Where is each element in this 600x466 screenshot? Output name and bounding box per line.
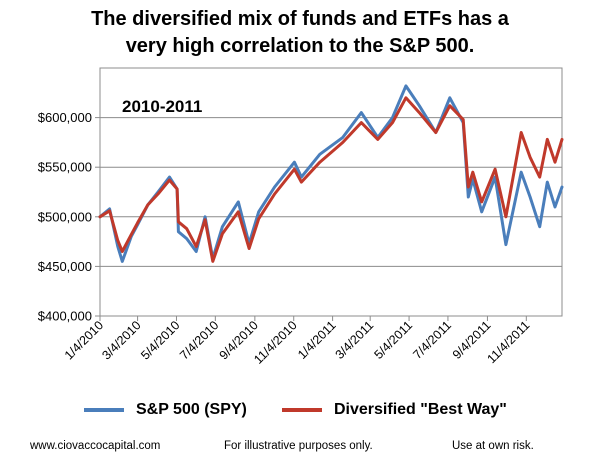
y-axis-ticks: $400,000 $450,000 $500,000 $550,000 $600,000	[38, 110, 100, 324]
x-axis-ticks: 1/4/20103/4/20105/4/20107/4/20109/4/2010…	[62, 316, 533, 367]
gridlines	[100, 117, 562, 267]
legend-item-spy: S&P 500 (SPY)	[84, 398, 247, 422]
x-tick-label: 7/4/2010	[177, 318, 221, 362]
x-tick-label: 11/4/2011	[485, 318, 533, 366]
chart-annotation: 2010-2011	[122, 97, 202, 116]
chart-title: The diversified mix of funds and ETFs ha…	[0, 6, 600, 60]
legend-swatch-spy	[84, 408, 124, 412]
footer-disclaimer: For illustrative purposes only.	[224, 440, 373, 452]
y-tick-label: $400,000	[38, 309, 92, 324]
legend-label-diversified: Diversified "Best Way"	[334, 401, 507, 418]
legend-label-spy: S&P 500 (SPY)	[136, 401, 247, 418]
title-line-2: very high correlation to the S&P 500.	[125, 35, 475, 57]
plot-area-border	[99, 67, 563, 317]
footer-website: www.ciovaccocapital.com	[30, 440, 161, 452]
y-tick-label: $450,000	[38, 259, 92, 274]
footer-risk: Use at own risk.	[452, 440, 534, 452]
legend-item-diversified: Diversified "Best Way"	[282, 398, 507, 422]
x-tick-label: 11/4/2010	[251, 318, 300, 367]
x-tick-label: 5/4/2010	[138, 318, 182, 362]
x-tick-label: 5/4/2011	[372, 318, 416, 362]
series-lines	[98, 84, 564, 263]
x-tick-label: 3/4/2010	[99, 318, 143, 362]
x-tick-label: 1/4/2011	[295, 318, 339, 362]
x-tick-label: 3/4/2011	[333, 318, 377, 362]
x-tick-label: 1/4/2010	[62, 318, 106, 362]
y-tick-label: $500,000	[38, 209, 92, 224]
x-tick-label: 7/4/2011	[410, 318, 454, 362]
y-tick-label: $550,000	[38, 160, 92, 175]
legend-swatch-diversified	[282, 408, 322, 412]
title-line-1: The diversified mix of funds and ETFs ha…	[91, 8, 509, 30]
series-line-diversified	[98, 96, 564, 263]
line-chart: $400,000 $450,000 $500,000 $550,000 $600,000…	[38, 67, 564, 367]
y-tick-label: $600,000	[38, 110, 92, 125]
